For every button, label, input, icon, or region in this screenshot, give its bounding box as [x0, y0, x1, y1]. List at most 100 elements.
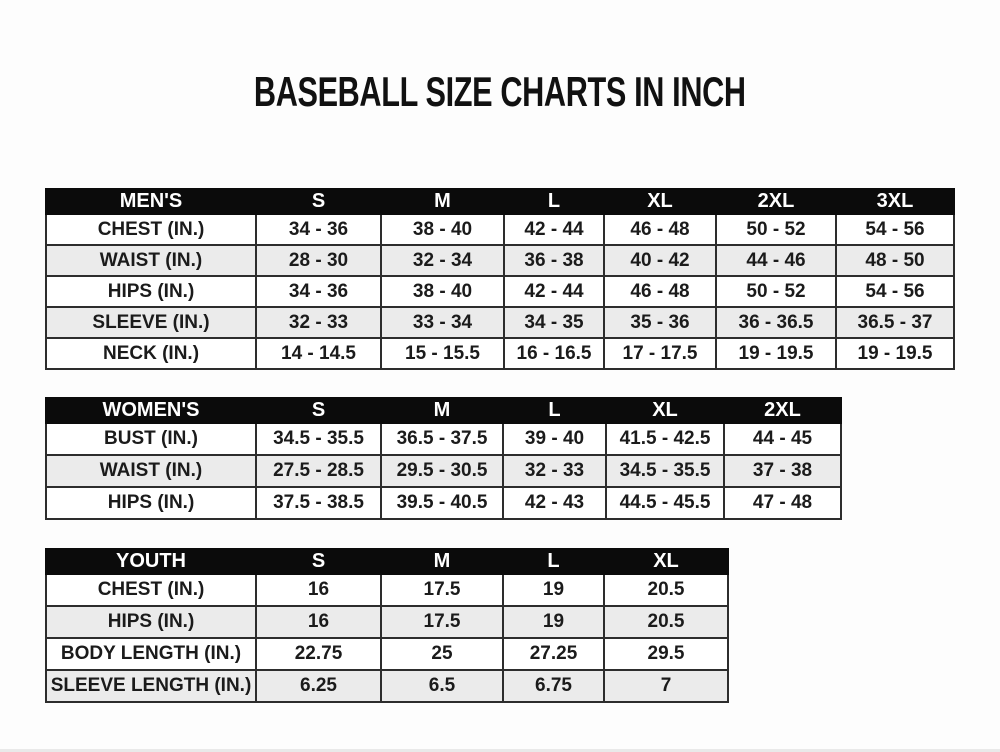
- size-value: 44.5 - 45.5: [605, 486, 725, 520]
- table-row: WAIST (IN.) 28 - 30 32 - 34 36 - 38 40 - 42 4…: [45, 244, 955, 277]
- size-value: 34 - 36: [255, 275, 382, 308]
- table-row: CHEST (IN.) 16 17.5 19 20.5: [45, 573, 729, 607]
- size-value: 16: [255, 573, 382, 607]
- youth-size-table: YOUTH S M L XL CHEST (IN.) 16 17.5 19 20.5 HIPS (I…: [45, 548, 729, 703]
- size-value: 6.25: [255, 669, 382, 703]
- size-column-header: 2XL: [715, 188, 837, 215]
- womens-size-table: WOMEN'S S M L XL 2XL BUST (IN.) 34.5 - 35.5 36.5…: [45, 397, 842, 520]
- size-value: 42 - 44: [503, 213, 605, 246]
- size-value: 36 - 36.5: [715, 306, 837, 339]
- size-value: 34.5 - 35.5: [605, 454, 725, 488]
- row-label: BUST (IN.): [45, 422, 257, 456]
- size-value: 36.5 - 37.5: [380, 422, 504, 456]
- row-label: SLEEVE (IN.): [45, 306, 257, 339]
- size-value: 44 - 45: [723, 422, 842, 456]
- size-value: 46 - 48: [603, 275, 717, 308]
- row-label: SLEEVE LENGTH (IN.): [45, 669, 257, 703]
- bottom-edge-line: [0, 749, 1000, 752]
- table-row: HIPS (IN.) 37.5 - 38.5 39.5 - 40.5 42 - 43 4…: [45, 486, 842, 520]
- size-column-header: XL: [603, 548, 729, 575]
- size-value: 14 - 14.5: [255, 337, 382, 370]
- size-value: 19 - 19.5: [835, 337, 955, 370]
- size-value: 27.25: [502, 637, 605, 671]
- size-value: 20.5: [603, 573, 729, 607]
- size-value: 6.75: [502, 669, 605, 703]
- mens-size-table: MEN'S S M L XL 2XL 3XL CHEST (IN.) 34 - 36 38 - 4…: [45, 188, 955, 370]
- table-row: SLEEVE (IN.) 32 - 33 33 - 34 34 - 35 35 - 36…: [45, 306, 955, 339]
- size-value: 17.5: [380, 573, 504, 607]
- size-value: 37 - 38: [723, 454, 842, 488]
- size-value: 34.5 - 35.5: [255, 422, 382, 456]
- table-title-header: YOUTH: [45, 548, 257, 575]
- table-title-header: MEN'S: [45, 188, 257, 215]
- size-value: 50 - 52: [715, 275, 837, 308]
- size-value: 7: [603, 669, 729, 703]
- page-title: BASEBALL SIZE CHARTS IN INCH: [0, 70, 1000, 114]
- size-value: 17 - 17.5: [603, 337, 717, 370]
- size-value: 38 - 40: [380, 275, 505, 308]
- size-value: 54 - 56: [835, 275, 955, 308]
- row-label: HIPS (IN.): [45, 486, 257, 520]
- header-row: YOUTH S M L XL: [45, 548, 729, 575]
- size-value: 19: [502, 573, 605, 607]
- size-column-header: S: [255, 548, 382, 575]
- row-label: WAIST (IN.): [45, 454, 257, 488]
- size-value: 20.5: [603, 605, 729, 639]
- row-label: HIPS (IN.): [45, 605, 257, 639]
- size-value: 32 - 33: [255, 306, 382, 339]
- size-value: 46 - 48: [603, 213, 717, 246]
- size-value: 54 - 56: [835, 213, 955, 246]
- size-column-header: XL: [603, 188, 717, 215]
- size-column-header: L: [502, 548, 605, 575]
- size-value: 6.5: [380, 669, 504, 703]
- table-row: SLEEVE LENGTH (IN.) 6.25 6.5 6.75 7: [45, 669, 729, 703]
- size-value: 34 - 36: [255, 213, 382, 246]
- table-row: HIPS (IN.) 16 17.5 19 20.5: [45, 605, 729, 639]
- size-value: 39 - 40: [502, 422, 607, 456]
- row-label: NECK (IN.): [45, 337, 257, 370]
- size-value: 25: [380, 637, 504, 671]
- size-value: 32 - 34: [380, 244, 505, 277]
- table-row: WAIST (IN.) 27.5 - 28.5 29.5 - 30.5 32 - 33…: [45, 454, 842, 488]
- row-label: BODY LENGTH (IN.): [45, 637, 257, 671]
- size-value: 44 - 46: [715, 244, 837, 277]
- size-column-header: M: [380, 188, 505, 215]
- size-value: 37.5 - 38.5: [255, 486, 382, 520]
- size-value: 34 - 35: [503, 306, 605, 339]
- size-column-header: S: [255, 397, 382, 424]
- size-value: 41.5 - 42.5: [605, 422, 725, 456]
- table-row: CHEST (IN.) 34 - 36 38 - 40 42 - 44 46 - 48 5…: [45, 213, 955, 246]
- header-row: WOMEN'S S M L XL 2XL: [45, 397, 842, 424]
- size-column-header: L: [503, 188, 605, 215]
- table-title-header: WOMEN'S: [45, 397, 257, 424]
- size-value: 28 - 30: [255, 244, 382, 277]
- table-row: BUST (IN.) 34.5 - 35.5 36.5 - 37.5 39 - 40 4…: [45, 422, 842, 456]
- row-label: CHEST (IN.): [45, 213, 257, 246]
- size-value: 29.5 - 30.5: [380, 454, 504, 488]
- size-value: 42 - 44: [503, 275, 605, 308]
- size-column-header: L: [502, 397, 607, 424]
- size-value: 38 - 40: [380, 213, 505, 246]
- size-value: 36.5 - 37: [835, 306, 955, 339]
- row-label: WAIST (IN.): [45, 244, 257, 277]
- size-value: 19 - 19.5: [715, 337, 837, 370]
- size-value: 16 - 16.5: [503, 337, 605, 370]
- size-value: 35 - 36: [603, 306, 717, 339]
- size-value: 36 - 38: [503, 244, 605, 277]
- size-value: 40 - 42: [603, 244, 717, 277]
- size-column-header: XL: [605, 397, 725, 424]
- table-row: BODY LENGTH (IN.) 22.75 25 27.25 29.5: [45, 637, 729, 671]
- size-value: 39.5 - 40.5: [380, 486, 504, 520]
- size-value: 15 - 15.5: [380, 337, 505, 370]
- size-column-header: 3XL: [835, 188, 955, 215]
- size-value: 42 - 43: [502, 486, 607, 520]
- size-value: 47 - 48: [723, 486, 842, 520]
- size-column-header: M: [380, 397, 504, 424]
- row-label: HIPS (IN.): [45, 275, 257, 308]
- size-value: 16: [255, 605, 382, 639]
- table-row: NECK (IN.) 14 - 14.5 15 - 15.5 16 - 16.5 17 …: [45, 337, 955, 370]
- size-column-header: S: [255, 188, 382, 215]
- page-title-text: BASEBALL SIZE CHARTS IN INCH: [254, 68, 746, 115]
- size-value: 22.75: [255, 637, 382, 671]
